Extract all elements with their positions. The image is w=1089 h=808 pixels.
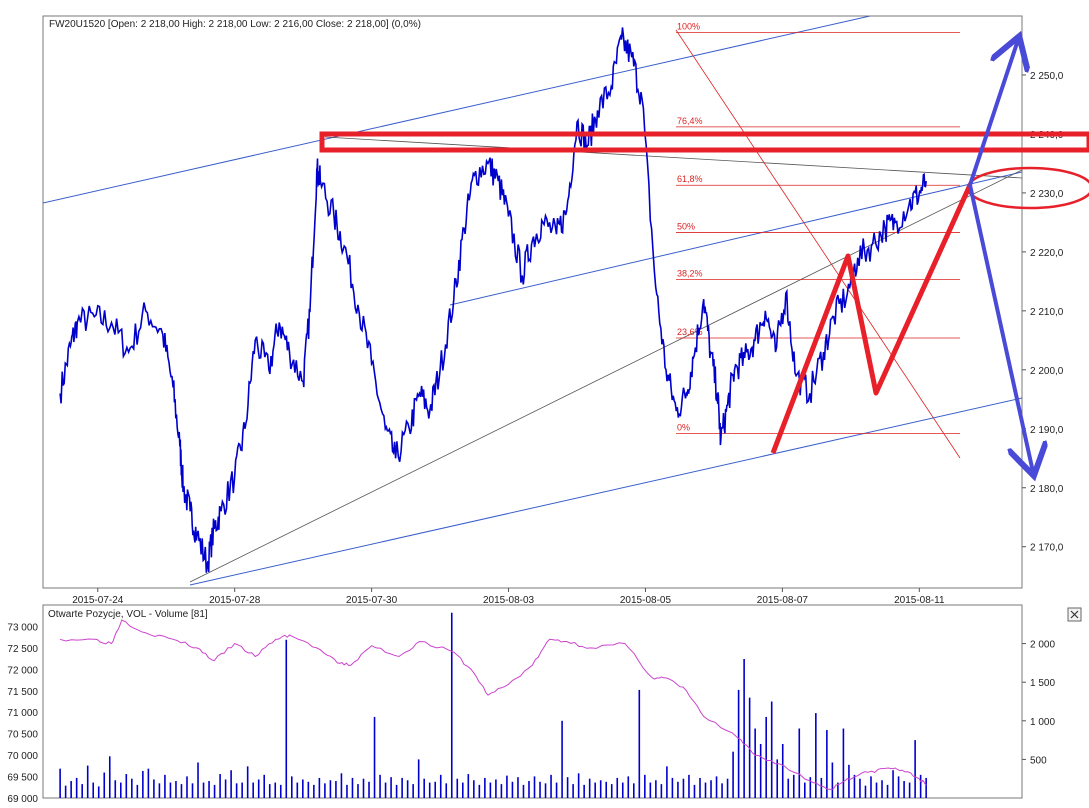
price-y-tick-label: 2 180,0	[1030, 484, 1064, 495]
x-tick-label: 2015-08-05	[620, 595, 672, 606]
volume-bars	[59, 612, 927, 798]
price-x-axis: 2015-07-24 2015-07-28 2015-07-30 2015-08-03…	[72, 588, 945, 606]
downside-arrow	[968, 184, 1033, 472]
volume-y-tick-label: 2 000	[1030, 640, 1055, 651]
price-y-tick-label: 2 210,0	[1030, 307, 1064, 318]
volume-panel	[42, 604, 1023, 799]
oi-y-tick-label: 71 000	[7, 708, 38, 719]
price-y-tick-label: 2 230,0	[1030, 189, 1064, 200]
price-y-tick-label: 2 220,0	[1030, 248, 1064, 259]
volume-panel-close-button[interactable]	[1067, 607, 1082, 622]
fib-level-label: 76,4%	[677, 116, 703, 126]
x-tick-label: 2015-08-03	[483, 595, 535, 606]
red-zigzag-pattern	[770, 183, 973, 454]
fibonacci-retracement: 100% 76,4% 61,8% 50% 38,2% 23,6% 0%	[676, 22, 960, 434]
gray-resistance-line	[324, 136, 1022, 179]
upside-arrow	[968, 40, 1018, 186]
volume-panel-title: Otwarte Pozycje, VOL - Volume [81]	[48, 609, 208, 620]
x-tick-label: 2015-07-28	[209, 595, 261, 606]
price-y-tick-label: 2 170,0	[1030, 543, 1064, 554]
fib-level-label: 38,2%	[677, 269, 703, 279]
upper-channel-line	[43, 16, 871, 204]
annotations	[319, 40, 1089, 472]
volume-y-axis: 500 1 000 1 500 2 000	[1022, 640, 1055, 766]
x-tick-label: 2015-08-11	[894, 595, 945, 606]
fib-level-label: 23,6%	[677, 327, 703, 337]
fib-level-label: 0%	[677, 423, 690, 433]
oi-y-tick-label: 72 000	[7, 665, 38, 676]
oi-y-tick-label: 69 500	[7, 773, 38, 784]
close-icon	[1070, 610, 1079, 619]
x-tick-label: 2015-07-30	[346, 595, 398, 606]
fib-diagonal-line	[675, 29, 961, 459]
fib-level-label: 50%	[677, 221, 695, 231]
oi-y-tick-label: 69 000	[7, 794, 38, 805]
oi-y-tick-label: 70 000	[7, 751, 38, 762]
open-interest-y-axis: 69 000 69 500 70 000 70 500 71 000 71 500 72 0…	[7, 622, 38, 805]
fib-level-label: 61,8%	[677, 174, 703, 184]
target-ellipse	[966, 166, 1089, 210]
price-y-tick-label: 2 200,0	[1030, 366, 1064, 377]
x-tick-label: 2015-07-24	[72, 595, 124, 606]
price-y-tick-label: 2 250,0	[1030, 71, 1064, 82]
oi-y-tick-label: 71 500	[7, 687, 38, 698]
volume-y-tick-label: 1 500	[1030, 678, 1055, 689]
fib-level-label: 100%	[677, 22, 700, 32]
resistance-zone-box	[319, 131, 1089, 153]
oi-y-tick-label: 72 500	[7, 644, 38, 655]
open-interest-series	[59, 619, 927, 790]
instrument-ohlc-label: FW20U1520 [Open: 2 218,00 High: 2 218,00…	[49, 19, 421, 30]
middle-channel-line	[449, 171, 1022, 306]
price-y-tick-label: 2 190,0	[1030, 425, 1064, 436]
volume-y-tick-label: 500	[1030, 755, 1047, 766]
oi-y-tick-label: 73 000	[7, 622, 38, 633]
price-y-axis: 2 170,0 2 180,0 2 190,0 2 200,0 2 210,0 2 220…	[1022, 71, 1064, 554]
lower-channel-line	[189, 397, 1022, 586]
volume-y-tick-label: 1 000	[1030, 717, 1055, 728]
oi-y-tick-label: 70 500	[7, 730, 38, 741]
price-series	[59, 27, 927, 573]
x-tick-label: 2015-08-07	[757, 595, 809, 606]
